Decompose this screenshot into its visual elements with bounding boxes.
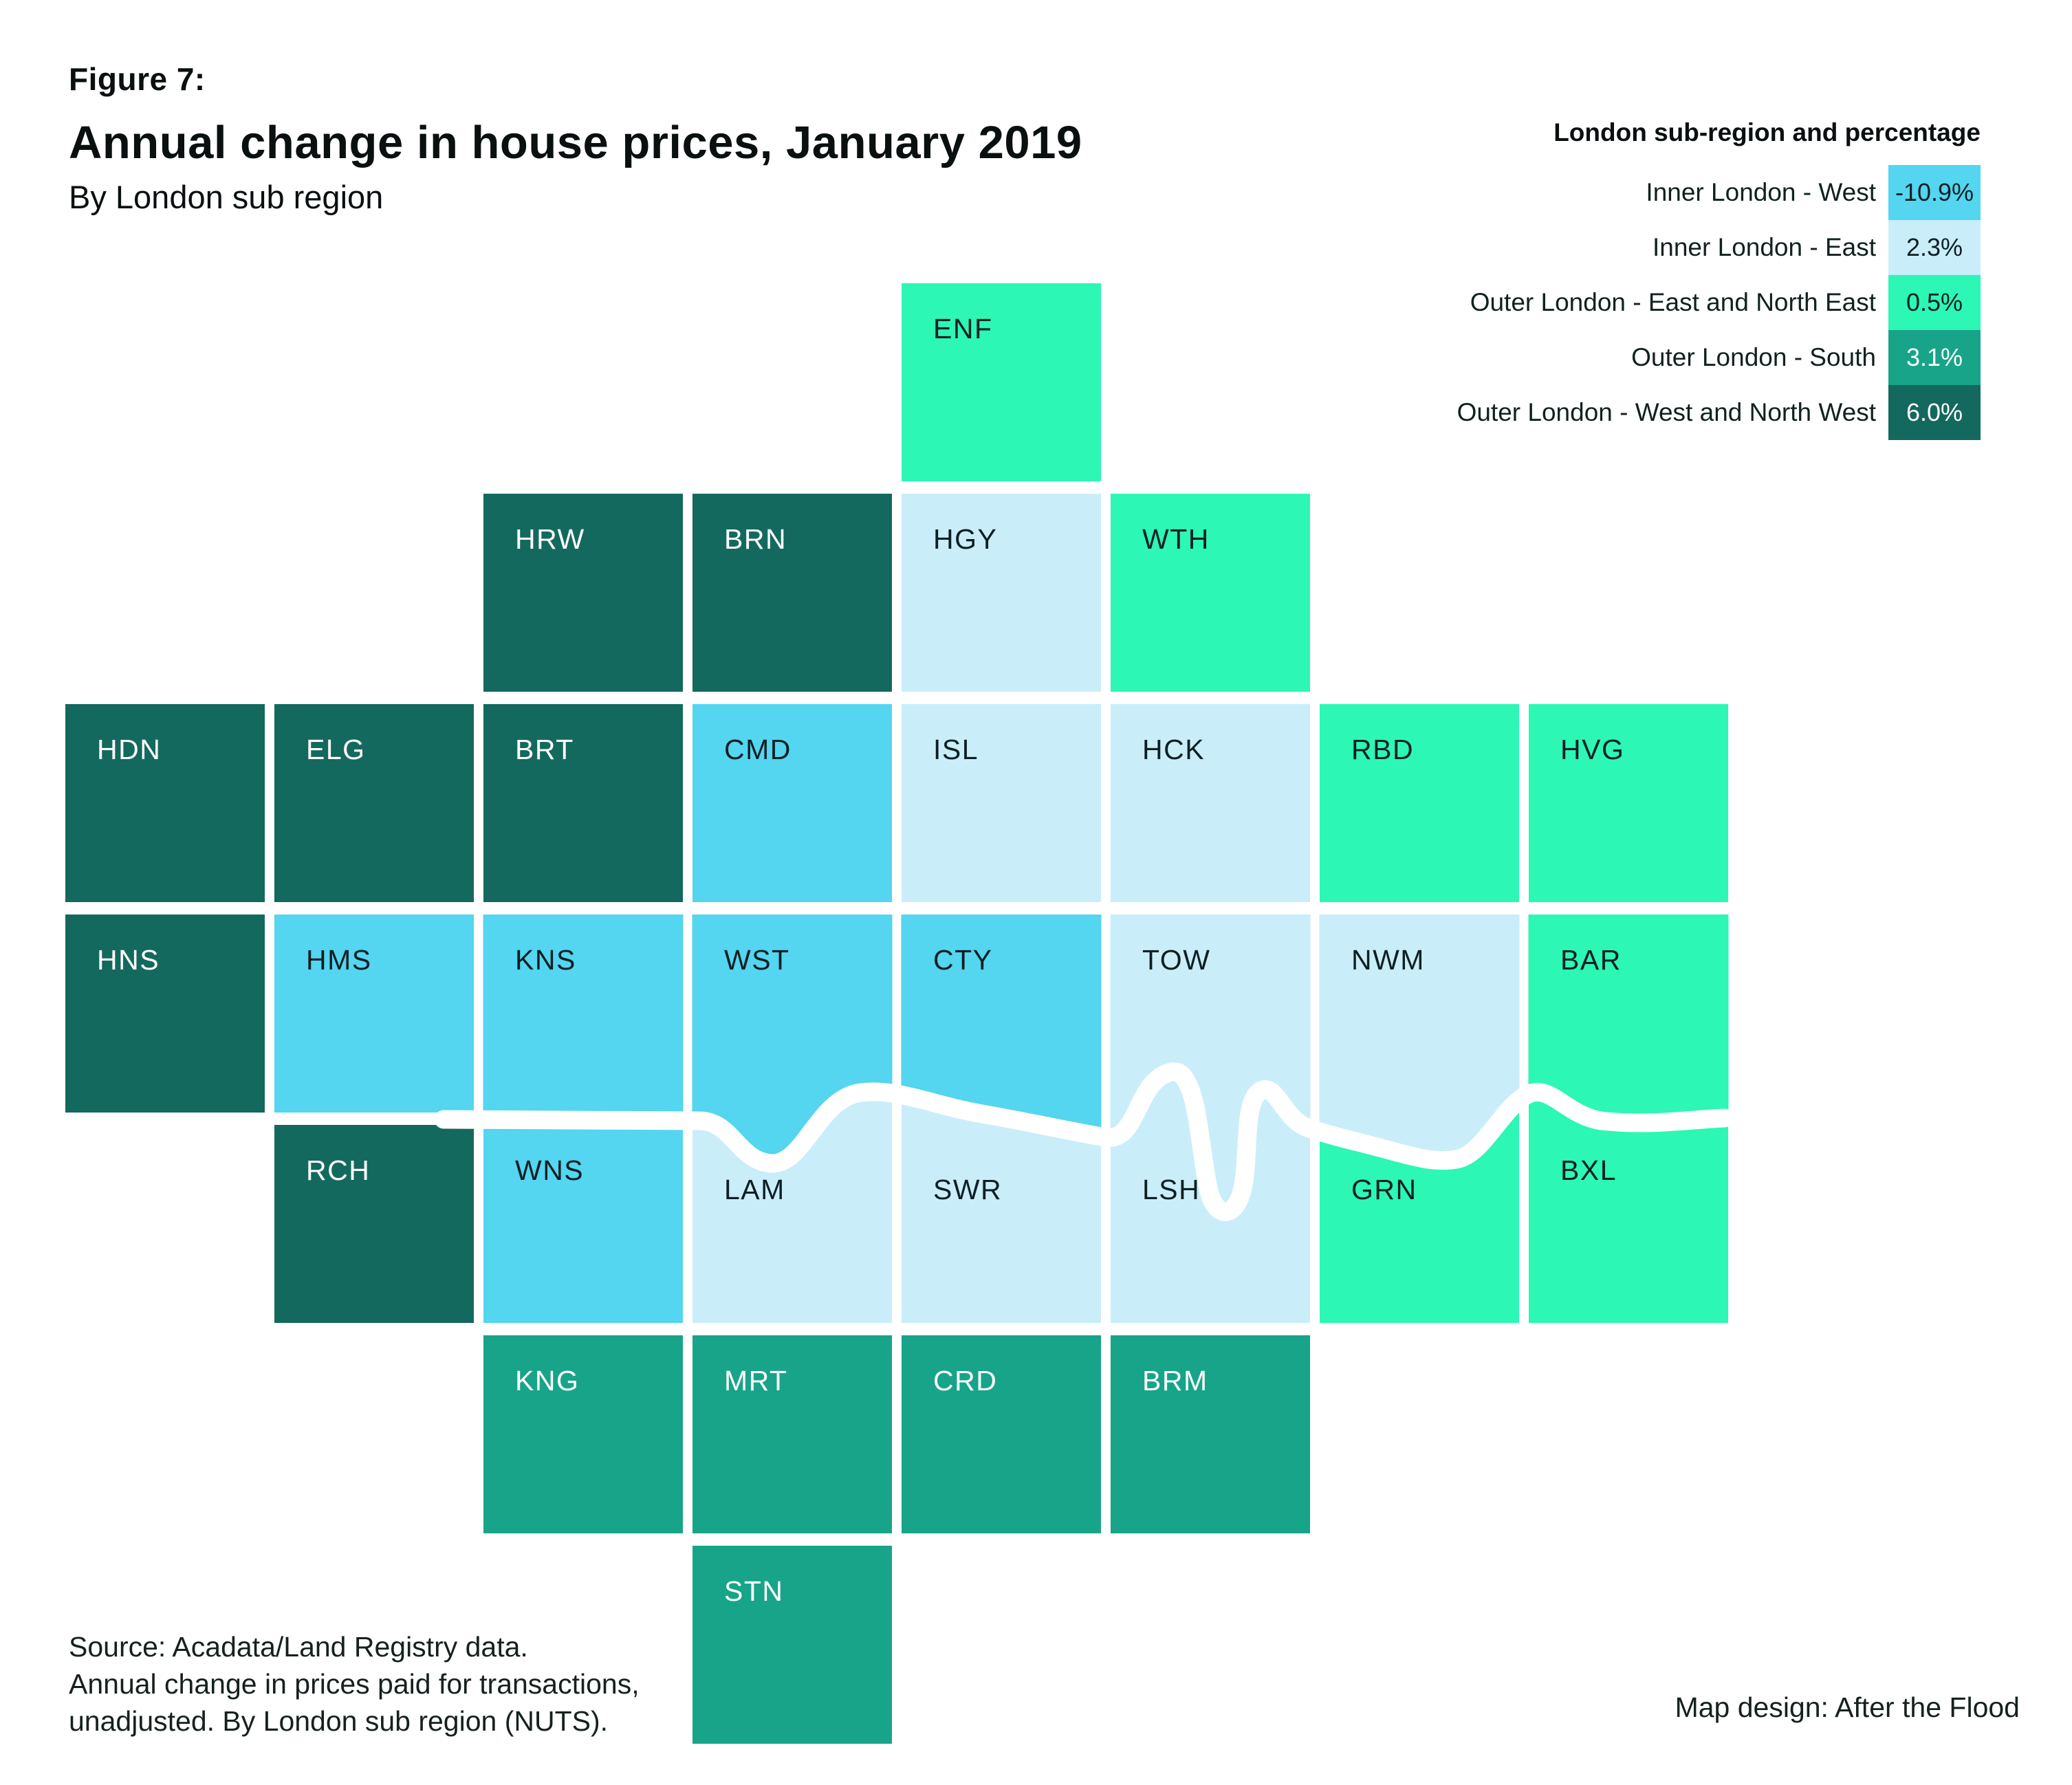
legend-item-label: Outer London - West and North West <box>1457 398 1876 426</box>
tile-label: STN <box>724 1575 784 1607</box>
tile-rch <box>274 1125 474 1323</box>
tile-label: BRM <box>1142 1365 1208 1397</box>
legend: London sub-region and percentage Inner L… <box>1457 118 1981 440</box>
tile-bar <box>1528 915 1729 1124</box>
tile-label: SWR <box>933 1174 1002 1205</box>
tile-label: KNS <box>515 944 576 976</box>
tile-wst <box>692 915 893 1163</box>
map-credit: Map design: After the Flood <box>1675 1691 2020 1723</box>
legend-item-value: -10.9% <box>1895 178 1974 206</box>
tile-label: LSH <box>1142 1174 1200 1205</box>
tile-kns <box>483 915 684 1121</box>
river-thames <box>434 1062 1734 1221</box>
tile-label: WST <box>724 944 790 976</box>
tile-hns <box>65 915 265 1113</box>
tile-label: ELG <box>306 734 366 765</box>
tile-wth <box>1111 494 1310 692</box>
tile-label: MRT <box>724 1365 788 1397</box>
tile-tow <box>1110 915 1311 1212</box>
tile-kng <box>483 1335 683 1533</box>
tile-label: KNG <box>515 1365 579 1397</box>
tile-label: CMD <box>724 734 792 765</box>
legend-title: London sub-region and percentage <box>1553 118 1981 146</box>
source-note: Source: Acadata/Land Registry data. Annua… <box>69 1628 640 1740</box>
tile-label: ENF <box>933 313 993 344</box>
legend-item-value: 2.3% <box>1906 233 1963 261</box>
tile-stn <box>693 1546 892 1744</box>
tile-mrt <box>693 1335 892 1533</box>
tile-hgy <box>902 494 1101 692</box>
figure-header: Figure 7: Annual change in house prices,… <box>69 61 1082 216</box>
source-line: Annual change in prices paid for transac… <box>69 1668 640 1700</box>
tile-label: HGY <box>933 523 997 555</box>
tile-label: BRT <box>515 734 574 765</box>
tile-label: CTY <box>933 944 993 976</box>
legend-item-label: Outer London - East and North East <box>1470 288 1876 316</box>
tile-label: WNS <box>515 1154 584 1186</box>
page-subtitle: By London sub region <box>69 179 384 215</box>
tile-label: CRD <box>933 1365 997 1397</box>
tile-crd <box>902 1335 1101 1533</box>
tile-brn <box>693 494 892 692</box>
tile-label: TOW <box>1142 944 1210 976</box>
tile-brt <box>483 704 683 902</box>
tile-hck <box>1111 704 1310 902</box>
legend-item-value: 6.0% <box>1906 398 1963 426</box>
source-line: unadjusted. By London sub region (NUTS). <box>69 1705 609 1738</box>
legend-item-value: 0.5% <box>1906 288 1963 316</box>
tile-label: HRW <box>515 523 585 555</box>
tile-label: HCK <box>1142 734 1205 765</box>
page-title: Annual change in house prices, January 2… <box>69 117 1082 168</box>
tile-nwm <box>1319 915 1520 1161</box>
tile-label: HDN <box>97 734 161 765</box>
legend-item-label: Inner London - West <box>1646 178 1876 206</box>
tile-elg <box>274 704 474 902</box>
legend-item-value: 3.1% <box>1906 343 1963 371</box>
tile-hms <box>274 915 474 1113</box>
tile-label: HVG <box>1560 734 1624 765</box>
tile-label: HNS <box>97 944 160 976</box>
tile-hrw <box>483 494 683 692</box>
legend-item-swatch: -10.9% <box>1888 165 1981 220</box>
tile-label: GRN <box>1351 1174 1417 1205</box>
legend-item-swatch: 6.0% <box>1888 385 1981 440</box>
tile-hdn <box>65 704 265 902</box>
tile-hvg <box>1529 704 1728 902</box>
tile-brm <box>1111 1335 1310 1533</box>
tile-label: LAM <box>724 1174 785 1205</box>
tile-enf <box>902 283 1101 481</box>
legend-item-swatch: 2.3% <box>1888 220 1981 275</box>
legend-item: Outer London - West and North West 6.0% <box>1457 385 1981 440</box>
legend-item-label: Outer London - South <box>1631 343 1876 371</box>
tile-cmd <box>693 704 892 902</box>
legend-item: Inner London - West -10.9% <box>1457 165 1981 220</box>
tile-label: BXL <box>1560 1154 1617 1186</box>
legend-item: Outer London - South 3.1% <box>1457 330 1981 385</box>
source-line: Source: Acadata/Land Registry data. <box>69 1631 528 1663</box>
tile-label: HMS <box>306 944 372 976</box>
tile-cty <box>901 915 1102 1137</box>
legend-item: Inner London - East 2.3% <box>1457 220 1981 275</box>
tile-label: ISL <box>933 734 979 765</box>
figure-label: Figure 7: <box>69 61 206 97</box>
tile-label: RCH <box>306 1154 370 1186</box>
tile-label: NWM <box>1351 944 1425 976</box>
tile-rbd <box>1320 704 1519 902</box>
legend-item-swatch: 3.1% <box>1888 330 1981 385</box>
legend-item: Outer London - East and North East 0.5% <box>1457 275 1981 330</box>
tile-isl <box>902 704 1101 902</box>
tile-label: BAR <box>1560 944 1622 976</box>
legend-item-label: Inner London - East <box>1653 233 1876 261</box>
tile-label: BRN <box>724 523 787 555</box>
tile-label: WTH <box>1142 523 1210 555</box>
legend-item-swatch: 0.5% <box>1888 275 1981 330</box>
legend-rows: Inner London - West -10.9% Inner London - … <box>1457 165 1981 440</box>
tile-label: RBD <box>1351 734 1414 765</box>
